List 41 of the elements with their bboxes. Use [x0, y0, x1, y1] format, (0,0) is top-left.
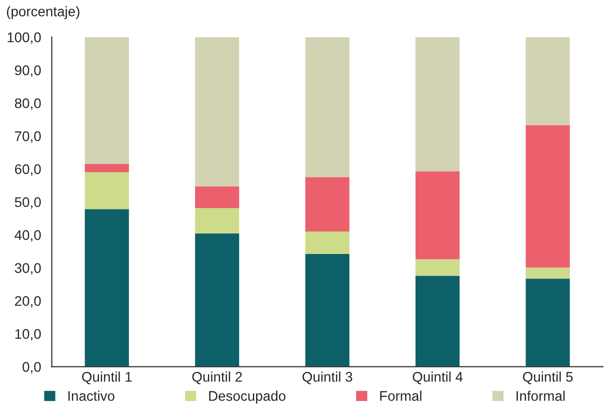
bar — [195, 208, 240, 234]
legend-label: Inactivo — [68, 390, 114, 401]
y-tick-label: 100,0 — [8, 32, 41, 44]
bar — [84, 164, 129, 172]
y-tick-label: 70,0 — [15, 131, 41, 143]
y-tick-label: 80,0 — [14, 98, 41, 110]
bar — [84, 172, 129, 210]
x-tick-label: Quintil 3 — [302, 372, 352, 384]
y-tick-label: 0,0 — [22, 362, 41, 374]
x-tick-label: Quintil 4 — [412, 372, 463, 384]
bar — [84, 37, 129, 164]
y-tick-label: 40,0 — [14, 230, 41, 242]
y-tick-label: 60,0 — [15, 164, 41, 176]
y-axis-title: (porcentaje) — [6, 6, 80, 20]
x-tick-label: Quintil 5 — [522, 372, 573, 384]
y-tick-label: 10,0 — [15, 329, 41, 341]
y-tick-label: 20,0 — [15, 296, 41, 308]
bar — [305, 232, 350, 254]
bar — [526, 37, 570, 126]
y-tick-label: 30,0 — [14, 263, 41, 275]
bar — [305, 177, 350, 232]
bar — [195, 37, 240, 186]
bar — [305, 254, 350, 367]
bar — [416, 37, 460, 172]
bar — [416, 276, 460, 367]
bar — [416, 171, 460, 260]
bar — [195, 234, 240, 367]
bar — [526, 267, 570, 279]
legend-label: Formal — [380, 390, 422, 401]
y-tick-label: 90,0 — [14, 65, 41, 77]
bar — [526, 278, 570, 367]
bar — [526, 125, 570, 268]
bar — [305, 37, 350, 178]
legend-label: Informal — [516, 390, 565, 401]
legend-label: Desocupado — [209, 390, 286, 404]
bar — [195, 186, 240, 208]
x-tick-label: Quintil 2 — [192, 372, 242, 384]
y-tick-label: 50,0 — [14, 197, 41, 209]
bar — [416, 259, 460, 276]
bar — [84, 209, 129, 367]
x-tick-label: Quintil 1 — [82, 372, 132, 384]
